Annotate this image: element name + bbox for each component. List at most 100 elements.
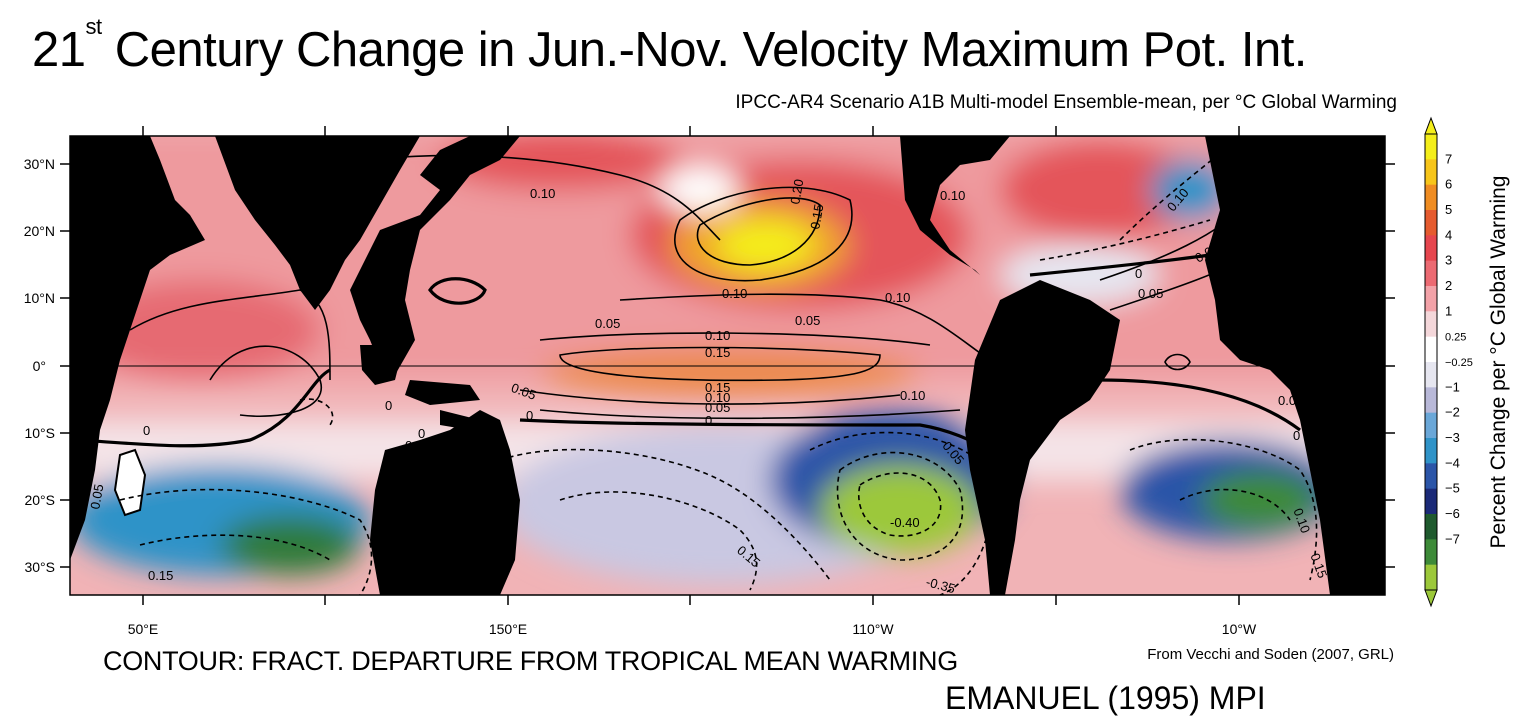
land-central-america-south-america <box>965 280 1120 595</box>
colorbar-segment <box>1425 488 1437 515</box>
colorbar-segment <box>1425 387 1437 414</box>
colorbar-tick-label: −7 <box>1445 531 1460 546</box>
lon-label: 50°E <box>128 621 159 637</box>
lat-label: 0° <box>33 358 46 374</box>
title-rest: Century Change in Jun.-Nov. Velocity Max… <box>101 23 1308 77</box>
page-title: 21st Century Change in Jun.-Nov. Velocit… <box>32 14 1308 78</box>
colorbar-tick-label: 0.25 <box>1445 332 1466 344</box>
colorbar-segment <box>1425 539 1437 566</box>
contour-solid <box>1099 199 1251 281</box>
contour-label: 0.05 <box>87 483 106 511</box>
model-label: EMANUEL (1995) MPI <box>945 680 1266 716</box>
map-plot-area: 0.10 0.20 0.15 0.10 0.10 0.05 0.05 0.10 … <box>70 136 1385 596</box>
contour-label: 0.10 <box>900 388 925 403</box>
contour-solid <box>129 289 331 381</box>
colorbar-segment <box>1425 286 1437 312</box>
colorbar-segment <box>1425 438 1437 464</box>
contour-label: 0.10 <box>705 390 730 405</box>
contour-dashed <box>836 451 964 561</box>
title-prefix: 21 <box>32 23 86 77</box>
lat-label: 20°S <box>24 492 55 508</box>
contour-label: 0.10 <box>722 286 747 301</box>
colorbar-tick-label: 4 <box>1445 227 1452 242</box>
colorbar-tick-label: 1 <box>1445 303 1452 318</box>
land-africa-arabia <box>70 136 205 560</box>
contour-solid <box>519 389 901 405</box>
land-india-asia <box>215 136 420 310</box>
contour-dashed <box>119 488 373 595</box>
contour-note: CONTOUR: FRACT. DEPARTURE FROM TROPICAL … <box>103 646 958 676</box>
colorbar-bottom-arrow <box>1424 589 1438 608</box>
lat-label: 20°N <box>24 223 55 239</box>
latitude-labels: 30°N 20°N 10°N 0° 10°S 20°S 30°S <box>24 156 55 575</box>
contour-lines <box>79 144 1318 595</box>
lon-label: 150°E <box>489 621 527 637</box>
contour-dashed <box>139 534 331 561</box>
contour-label: 0 <box>526 408 533 423</box>
contour-solid <box>539 332 931 346</box>
land-southeast-asia <box>350 136 520 375</box>
contour-solid <box>1164 353 1191 371</box>
lon-label: 110°W <box>852 621 894 637</box>
colorbar-tick-label: 6 <box>1445 177 1452 192</box>
contour-label: -0.40 <box>890 515 920 530</box>
contour-label: 0.20 <box>787 178 806 206</box>
colorbar-tick-label: 5 <box>1445 202 1452 217</box>
contour-label: 0 <box>1135 266 1142 281</box>
contour-label: 0.05 <box>595 316 620 331</box>
title-superscript: st <box>85 14 103 39</box>
contour-dashed <box>1129 438 1318 581</box>
contour-zero <box>1029 253 1211 277</box>
contour-label: 0.10 <box>530 186 555 201</box>
contour-label: 0 <box>385 398 392 413</box>
colorbar-top-arrow <box>1424 116 1438 135</box>
land-mediterranean <box>1270 136 1370 165</box>
contour-solid <box>619 293 991 361</box>
contour-dashed <box>1039 219 1211 261</box>
contour-label: 0.15 <box>705 380 730 395</box>
contour-label: 0.15 <box>807 203 826 231</box>
contour-dashed <box>1179 488 1291 521</box>
colorbar-tick-labels: 7 6 5 4 3 2 1 0.25 −0.25 −1 −2 −3 −4 −5 −6 −7 <box>1445 151 1473 546</box>
colorbar-tick-label: −2 <box>1445 405 1460 420</box>
contour-label: 0.05 <box>1138 286 1163 301</box>
contour-zero <box>79 368 331 448</box>
contour-label: 0 <box>405 438 412 453</box>
contour-dashed <box>299 398 334 426</box>
contour-dashed <box>1119 144 1231 241</box>
contour-solid <box>674 186 853 282</box>
lon-label: 10°W <box>1222 621 1257 637</box>
credit-text: From Vecchi and Soden (2007, GRL) <box>1147 646 1394 663</box>
colorbar-segment <box>1425 564 1437 591</box>
contour-label: 0.10 <box>885 290 910 305</box>
contour-solid <box>1109 249 1261 311</box>
contour-dashed <box>809 431 994 595</box>
contour-zero <box>1099 378 1301 432</box>
colorbar-tick-label: 7 <box>1445 151 1452 166</box>
colorbar-tick-label: −3 <box>1445 430 1460 445</box>
contour-solid <box>428 277 487 305</box>
colorbar-tick-label: −5 <box>1445 481 1460 496</box>
colorbar-tick-label: −0.25 <box>1445 357 1473 369</box>
contour-label: 0 <box>418 426 425 441</box>
colorbar-segment <box>1425 463 1437 490</box>
longitude-labels: 50°E 150°E 110°W 10°W <box>128 621 1257 637</box>
colorbar-segment <box>1425 412 1437 439</box>
colorbar: 7 6 5 4 3 2 1 0.25 −0.25 −1 −2 −3 −4 −5 −6 −7 Percent C… <box>1424 116 1510 608</box>
colorbar-segment <box>1425 159 1437 186</box>
contour-label: -0.35 <box>924 574 957 596</box>
colorbar-segment <box>1425 336 1437 363</box>
colorbar-segment <box>1425 210 1437 236</box>
contour-solid <box>539 409 961 420</box>
colorbar-label: Percent Change per °C Global Warming <box>1487 176 1510 549</box>
contour-dashed <box>559 491 758 591</box>
axis-ticks <box>60 126 1395 605</box>
contour-label: 0.15 <box>148 568 173 583</box>
contour-label: 0.15 <box>705 345 730 360</box>
land-north-america <box>900 136 1010 290</box>
colorbar-segment <box>1425 362 1437 388</box>
colorbar-segment <box>1425 235 1437 262</box>
contour-zero <box>519 418 991 452</box>
colorbar-tick-label: −1 <box>1445 379 1460 394</box>
